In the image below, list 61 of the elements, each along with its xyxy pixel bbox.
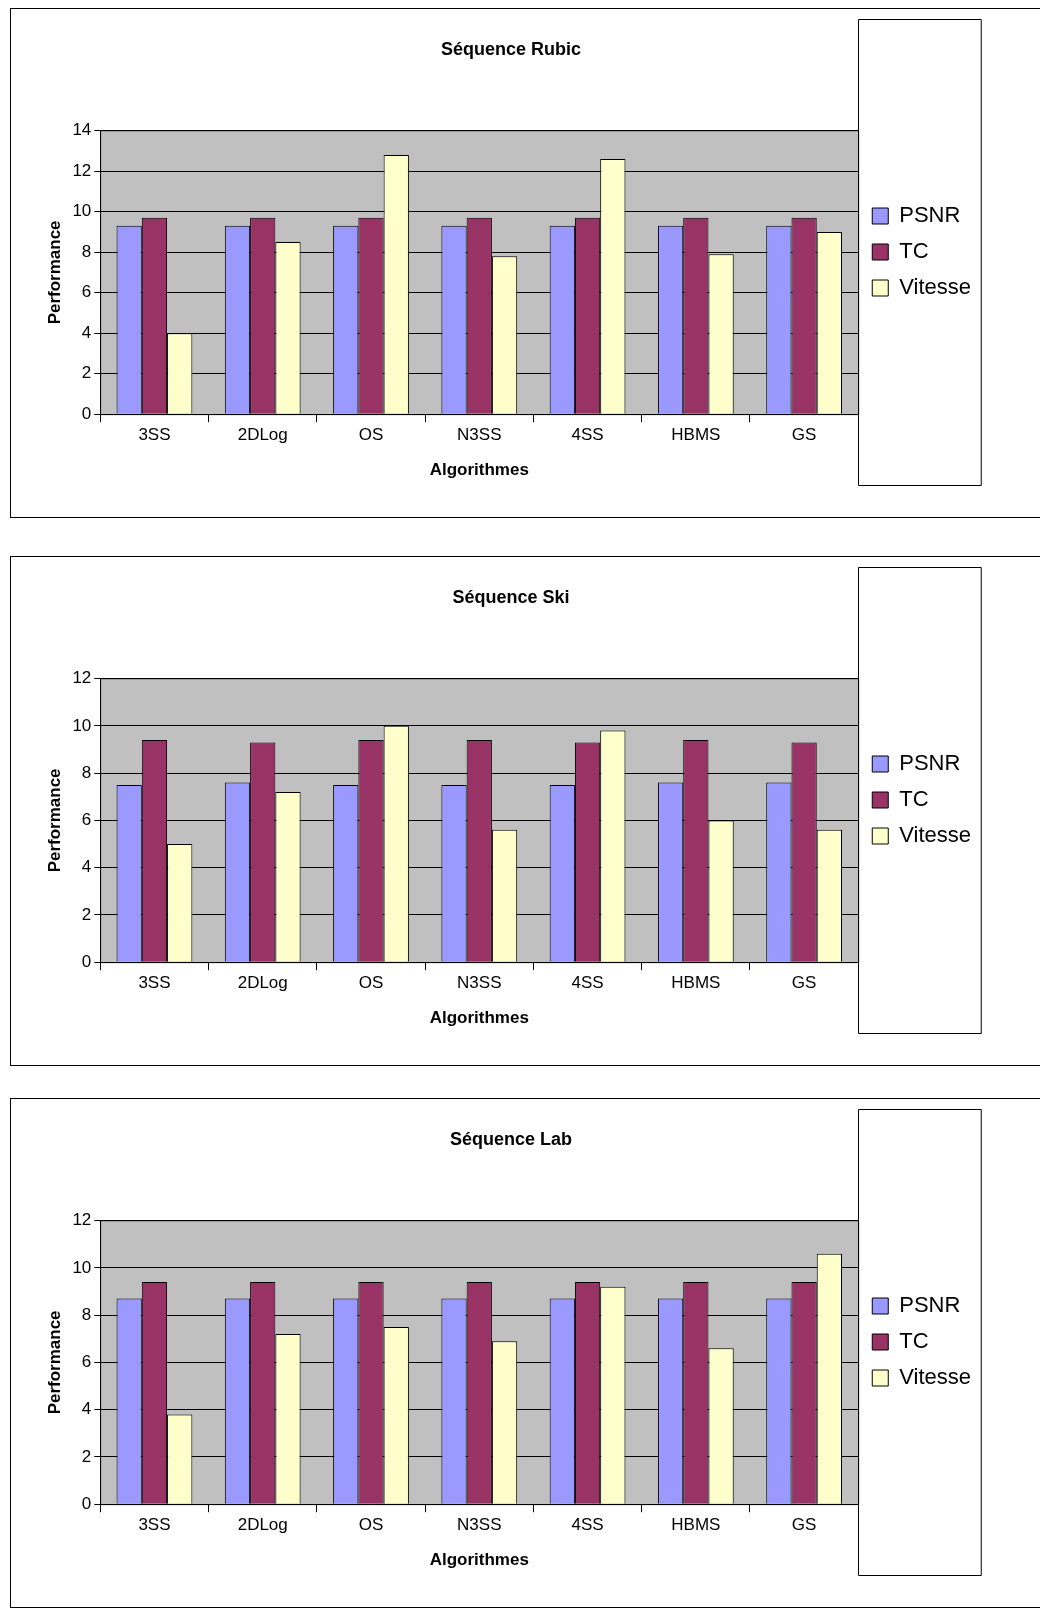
y-tick-label: 0 [81,951,92,971]
x-tick-label: 4SS [571,425,604,445]
y-tick-label: 12 [72,668,92,688]
y-tick-label: 2 [81,1446,92,1466]
chart-title: Séquence Ski [452,586,570,607]
y-tick-label: 6 [81,1352,92,1372]
y-tick-label: 8 [81,762,92,782]
y-tick-label: 6 [81,282,92,302]
x-axis-title: Algorithmes [429,460,529,480]
x-tick-label: 3SS [138,425,171,445]
y-tick-label: 4 [81,322,92,342]
y-tick-label: 10 [72,1257,92,1277]
y-tick-label: 10 [72,201,92,221]
legend-label: TC [899,238,929,264]
x-tick-label: HBMS [671,973,721,993]
x-tick-label: 3SS [138,1515,171,1535]
chart-title: Séquence Lab [449,1128,573,1149]
x-tick-label: 3SS [138,973,171,993]
x-tick-label: 2DLog [237,973,288,993]
x-tick-label: GS [791,973,817,993]
x-tick-label: 2DLog [237,1515,288,1535]
y-tick-label: 4 [81,1399,92,1419]
legend-label: PSNR [899,1292,961,1318]
y-tick-label: 8 [81,241,92,261]
y-axis-title: Performance [44,220,64,325]
x-tick-label: N3SS [457,425,502,445]
y-tick-label: 8 [81,1304,92,1324]
y-tick-label: 2 [81,363,92,383]
legend-label: Vitesse [899,1364,971,1390]
x-tick-label: N3SS [457,1515,502,1535]
y-axis-title: Performance [44,1310,64,1415]
legend-label: PSNR [899,750,961,776]
y-tick-label: 10 [72,715,92,735]
y-tick-label: 12 [72,1210,92,1230]
x-tick-label: 4SS [571,1515,604,1535]
y-tick-label: 4 [81,857,92,877]
y-axis-title: Performance [44,768,64,873]
legend-label: TC [899,786,929,812]
x-tick-label: N3SS [457,973,502,993]
legend-label: PSNR [899,202,961,228]
x-tick-label: 4SS [571,973,604,993]
x-axis-title: Algorithmes [429,1008,529,1028]
legend-label: Vitesse [899,274,971,300]
legend-label: Vitesse [899,822,971,848]
x-tick-label: OS [358,1515,384,1535]
y-tick-label: 6 [81,810,92,830]
x-tick-label: 2DLog [237,425,288,445]
y-tick-label: 12 [72,160,92,180]
y-tick-label: 14 [72,120,92,140]
x-axis-title: Algorithmes [429,1550,529,1570]
x-tick-label: OS [358,973,384,993]
x-tick-label: HBMS [671,425,721,445]
x-tick-label: GS [791,425,817,445]
y-tick-label: 0 [81,403,92,423]
y-tick-label: 0 [81,1493,92,1513]
x-tick-label: GS [791,1515,817,1535]
x-tick-label: HBMS [671,1515,721,1535]
legend-label: TC [899,1328,929,1354]
x-tick-label: OS [358,425,384,445]
chart-title: Séquence Rubic [440,38,582,59]
y-tick-label: 2 [81,904,92,924]
